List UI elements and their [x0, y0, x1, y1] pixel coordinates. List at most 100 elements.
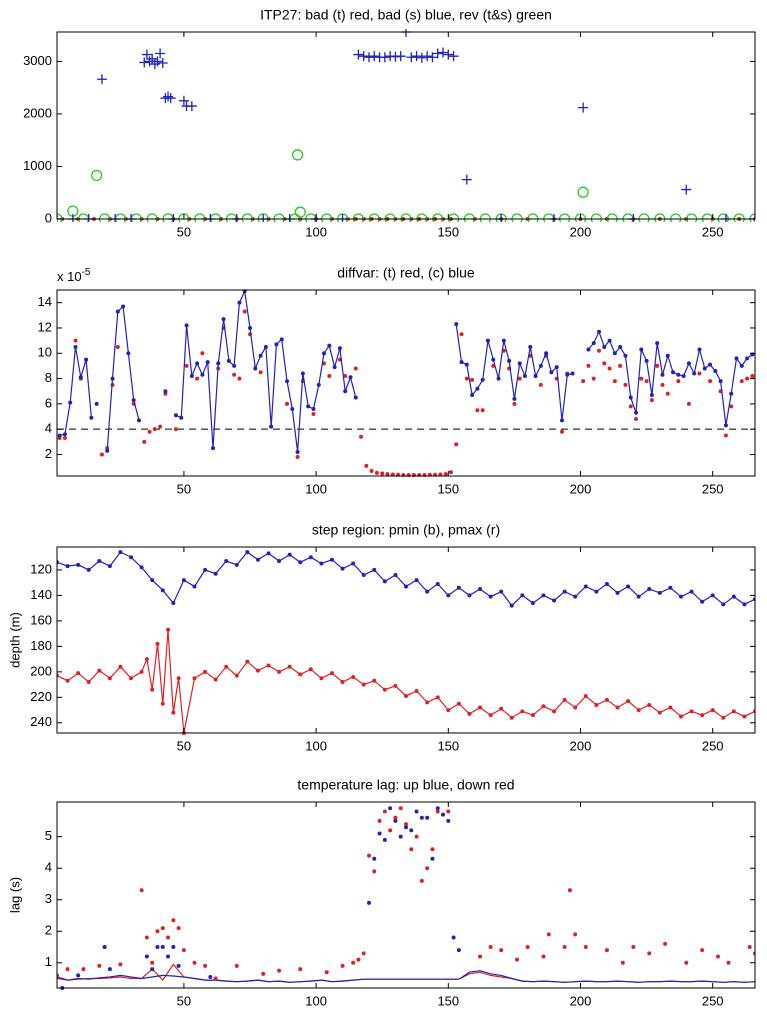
- point: [501, 338, 506, 343]
- point: [356, 957, 361, 962]
- point: [581, 379, 586, 384]
- point: [570, 371, 575, 376]
- point: [84, 357, 89, 362]
- point: [366, 900, 371, 905]
- point: [200, 351, 205, 356]
- point: [107, 967, 112, 972]
- y-tick-label: 12: [38, 319, 52, 334]
- point: [583, 584, 588, 589]
- point: [404, 584, 408, 589]
- point: [488, 945, 493, 950]
- point: [181, 948, 186, 953]
- point: [435, 581, 440, 586]
- point: [591, 341, 596, 346]
- point: [512, 396, 517, 401]
- point: [150, 687, 155, 692]
- point: [121, 304, 126, 309]
- point: [385, 472, 390, 477]
- point: [332, 365, 337, 370]
- point: [76, 973, 81, 978]
- point: [414, 809, 419, 814]
- point: [496, 376, 501, 381]
- point: [715, 954, 720, 959]
- point: [327, 374, 332, 379]
- point: [195, 376, 200, 381]
- point: [277, 559, 282, 564]
- point: [300, 371, 305, 376]
- point: [678, 714, 683, 719]
- point: [379, 52, 390, 63]
- point: [298, 560, 303, 565]
- point: [253, 366, 258, 371]
- point: [382, 687, 387, 692]
- point: [723, 423, 728, 428]
- point: [541, 954, 546, 959]
- point: [163, 389, 168, 394]
- point: [639, 376, 644, 381]
- point: [750, 374, 755, 379]
- axes-frame: [56, 289, 756, 477]
- point: [509, 715, 514, 720]
- point: [173, 413, 178, 418]
- axes-frame: [56, 31, 756, 220]
- point: [480, 377, 485, 382]
- point: [258, 370, 263, 375]
- y-tick-label: 1000: [23, 158, 52, 173]
- point: [139, 565, 144, 570]
- point: [559, 418, 564, 423]
- point: [351, 561, 356, 566]
- point: [393, 683, 398, 688]
- point: [129, 555, 134, 560]
- point: [213, 677, 218, 682]
- point: [464, 376, 469, 381]
- point: [203, 567, 208, 572]
- point: [324, 970, 329, 975]
- point: [446, 708, 451, 713]
- point: [665, 353, 670, 358]
- axes-frame: [56, 546, 756, 734]
- point: [234, 963, 239, 968]
- point: [665, 391, 670, 396]
- point: [144, 954, 149, 959]
- x-tick-label: 150: [437, 224, 459, 239]
- point: [660, 372, 665, 377]
- point: [266, 663, 271, 668]
- point: [97, 559, 102, 564]
- point: [647, 951, 652, 956]
- point: [65, 967, 70, 972]
- point: [636, 594, 641, 599]
- point: [708, 362, 713, 367]
- point: [530, 713, 535, 718]
- point: [277, 669, 282, 674]
- point: [499, 589, 504, 594]
- panel-title: step region: pmin (b), pmax (r): [312, 522, 500, 538]
- point: [425, 589, 430, 594]
- series-line: [57, 551, 755, 607]
- point: [57, 433, 62, 438]
- point: [337, 346, 342, 351]
- series-line: [57, 970, 755, 983]
- point: [573, 594, 578, 599]
- point: [380, 471, 385, 476]
- point: [554, 365, 559, 370]
- point: [150, 960, 155, 965]
- point: [136, 418, 141, 423]
- point: [456, 585, 461, 590]
- point: [541, 593, 546, 598]
- point: [660, 382, 665, 387]
- point: [285, 401, 290, 406]
- point: [573, 932, 578, 937]
- point: [577, 186, 589, 198]
- point: [438, 472, 443, 477]
- point: [340, 680, 345, 685]
- point: [160, 701, 165, 706]
- y-tick-label: 220: [30, 689, 52, 704]
- point: [607, 366, 612, 371]
- point: [430, 847, 435, 852]
- point: [419, 815, 424, 820]
- point: [676, 372, 681, 377]
- point: [718, 379, 723, 384]
- point: [147, 53, 158, 64]
- point: [559, 429, 564, 434]
- point: [382, 579, 387, 584]
